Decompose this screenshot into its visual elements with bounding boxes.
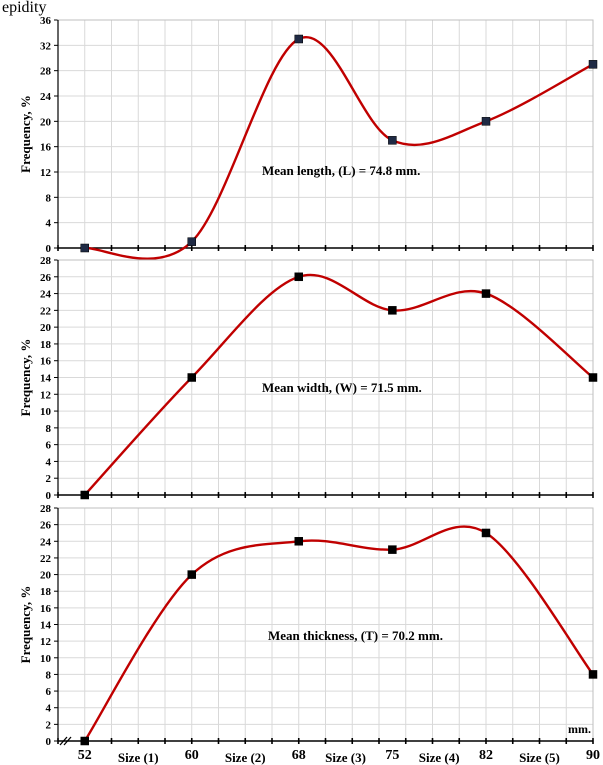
data-point-marker [187, 570, 196, 579]
x-tick-label: 75 [385, 748, 399, 763]
size-class-label: Size (5) [519, 750, 560, 765]
y-tick-label: 14 [40, 373, 52, 385]
size-class-label: Size (4) [419, 750, 460, 765]
y-tick-label: 18 [40, 339, 52, 351]
y-tick-label: 4 [46, 456, 52, 468]
y-tick-label: 16 [40, 603, 52, 615]
data-point-marker [80, 243, 89, 253]
data-point-marker [388, 306, 397, 315]
y-tick-label: 24 [40, 536, 52, 548]
x-tick-label: 60 [185, 748, 199, 763]
y-tick-label: 16 [40, 356, 52, 368]
y-tick-label: 8 [46, 423, 52, 435]
y-tick-label: 4 [46, 703, 52, 715]
top-caption-fragment: epidity [2, 0, 47, 16]
x-tick-label: 52 [78, 748, 92, 763]
y-tick-label: 0 [46, 490, 52, 502]
data-point-marker [481, 289, 491, 298]
y-tick-label: 20 [40, 116, 52, 128]
mean-annotation: Mean width, (W) = 71.5 mm. [262, 380, 422, 395]
y-tick-label: 2 [46, 473, 52, 485]
y-tick-label: 20 [40, 570, 52, 582]
series-line [84, 35, 594, 260]
y-tick-label: 32 [40, 40, 52, 52]
y-axis-label: Frequency, % [18, 339, 33, 417]
data-point-marker [588, 373, 598, 382]
size-class-label: Size (2) [225, 750, 266, 765]
y-tick-label: 8 [46, 192, 52, 204]
mean-annotation: Mean thickness, (T) = 70.2 mm. [268, 628, 443, 643]
y-tick-label: 4 [46, 218, 52, 230]
y-tick-label: 6 [46, 686, 52, 698]
y-tick-label: 10 [40, 653, 52, 665]
axis-break-mark [63, 736, 72, 746]
y-tick-label: 14 [40, 620, 52, 632]
y-tick-label: 12 [40, 636, 52, 648]
x-tick-label: 90 [586, 748, 600, 763]
chart-panel-1: 0 4 8 12 16 20 24 28 32 36 Frequency, % Mean length… [18, 15, 598, 260]
y-tick-label: 28 [40, 255, 52, 267]
data-point-marker [388, 545, 397, 554]
size-class-label: Size (1) [118, 750, 159, 765]
data-point-marker [187, 373, 196, 382]
y-axis-label: Frequency, % [18, 95, 33, 173]
y-tick-label: 16 [40, 142, 52, 154]
data-point-marker [294, 34, 303, 44]
data-point-marker [588, 670, 598, 679]
y-tick-label: 2 [46, 719, 52, 731]
data-point-marker [80, 736, 89, 746]
data-point-marker [481, 117, 491, 126]
data-point-marker [80, 490, 89, 500]
y-tick-label: 22 [40, 553, 52, 565]
y-tick-label: 22 [40, 305, 52, 317]
data-point-marker [294, 272, 303, 282]
y-tick-label: 20 [40, 322, 52, 334]
y-tick-label: 12 [40, 167, 52, 179]
y-tick-label: 28 [40, 503, 52, 515]
y-tick-label: 0 [46, 243, 52, 255]
data-point-marker [388, 136, 397, 145]
y-tick-label: 26 [40, 520, 52, 532]
x-tick-label: 68 [292, 748, 306, 763]
y-tick-label: 28 [40, 66, 52, 78]
data-point-marker [187, 237, 196, 246]
series-line [83, 273, 594, 496]
data-point-marker [294, 537, 303, 546]
axis-break-mark [59, 736, 68, 746]
y-tick-label: 8 [46, 669, 52, 681]
y-tick-label: 0 [46, 736, 52, 748]
y-tick-label: 12 [40, 389, 52, 401]
y-tick-label: 36 [40, 15, 52, 27]
data-point-marker [481, 528, 491, 538]
y-tick-label: 10 [40, 406, 52, 418]
y-axis-label: Frequency, % [18, 586, 33, 664]
x-tick-label: 82 [479, 748, 493, 763]
data-point-marker [588, 60, 598, 69]
y-tick-label: 24 [40, 91, 52, 103]
y-tick-label: 24 [40, 289, 52, 301]
y-tick-label: 18 [40, 586, 52, 598]
size-class-label: Size (3) [325, 750, 366, 765]
series-line [83, 525, 594, 742]
y-tick-label: 6 [46, 440, 52, 452]
x-unit-label: mm. [568, 722, 591, 736]
mean-annotation: Mean length, (L) = 74.8 mm. [262, 163, 420, 178]
y-tick-label: 26 [40, 272, 52, 284]
